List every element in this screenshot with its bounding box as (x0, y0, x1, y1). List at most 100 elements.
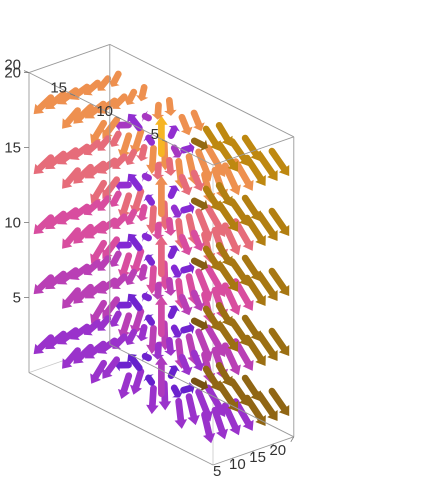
vector-arrow-shaft (100, 157, 119, 173)
vector-arrow (33, 94, 55, 115)
vector-arrow-shaft (141, 292, 152, 302)
vector-arrow-head (180, 126, 193, 136)
vector-arrow-shaft (100, 97, 119, 113)
vector-arrow-shaft (202, 125, 219, 147)
vector-arrow-shaft (132, 248, 145, 271)
vector-arrow-shaft (221, 342, 239, 371)
vector-arrow-shaft (92, 179, 108, 200)
vector-arrow-head (278, 165, 290, 177)
vector-arrow-head (123, 337, 136, 345)
vector-arrow-shaft (60, 327, 80, 343)
vector-arrow-head (200, 139, 208, 151)
vector-arrow (202, 185, 221, 212)
vector-arrow-shaft (120, 372, 133, 395)
vector-arrow-shaft (216, 381, 237, 408)
vector-arrow-head (250, 210, 261, 222)
vector-arrow (127, 173, 143, 192)
vector-arrow-shaft (216, 261, 237, 288)
vector-arrow-head (250, 390, 261, 402)
vector-arrow-shaft (221, 402, 239, 431)
vector-arrow-shaft (165, 157, 174, 174)
vector-arrow-head (108, 259, 120, 267)
vector-arrow (241, 134, 261, 162)
vector-arrow-head (155, 355, 168, 365)
vector-arrow-shaft (48, 150, 67, 168)
vector-arrow (135, 84, 149, 102)
vector-arrow-head (123, 97, 136, 105)
vector-arrow (90, 359, 108, 384)
vector-arrow (164, 217, 177, 236)
vector-arrow-head (142, 230, 148, 242)
vector-arrow-head (174, 419, 188, 429)
vector-arrow-head (221, 195, 233, 207)
vector-arrow-shaft (241, 134, 260, 158)
vector-arrow-head (278, 285, 290, 297)
vector-arrow (255, 151, 278, 181)
vector-arrow (204, 324, 226, 358)
vector-arrow-shaft (85, 259, 101, 275)
vector-arrow (216, 141, 239, 172)
vector-arrow-shaft (255, 151, 276, 177)
vector-arrow-head (62, 118, 73, 129)
vector-arrow-head (33, 163, 45, 175)
vector-arrow (268, 147, 290, 177)
vector-arrow-head (215, 226, 226, 238)
vector-arrow-head (242, 419, 254, 431)
vector-arrow-head (229, 364, 241, 376)
vector-arrow-shaft (170, 264, 182, 278)
vector-arrow-head (242, 239, 254, 251)
vector-arrow-head (201, 230, 213, 242)
vector-arrow-head (142, 290, 148, 302)
vector-arrow (195, 388, 213, 422)
vector-arrow-head (180, 246, 193, 256)
vector-arrow (190, 289, 205, 312)
vector-arrow-head (127, 173, 138, 183)
vector-arrow-head (90, 193, 101, 204)
vector-arrow-head (142, 350, 148, 362)
vector-arrow-head (90, 313, 101, 324)
vector-arrow-head (142, 110, 148, 122)
vector-arrow-shaft (141, 112, 152, 122)
vector-arrow-head (255, 295, 266, 307)
vector-arrow (241, 374, 261, 402)
vector-arrow (178, 353, 193, 376)
vector-arrow-shaft (36, 154, 55, 172)
vector-arrow-shaft (190, 349, 203, 369)
vector-arrow-shaft (185, 393, 198, 420)
vector-arrow-shaft (72, 143, 91, 159)
vector-arrow (151, 221, 165, 240)
vector-arrow-shaft (215, 302, 231, 323)
vector-arrow-shaft (204, 264, 224, 293)
vector-arrow-head (200, 259, 208, 271)
vector-arrow (102, 356, 121, 379)
vector-arrow-head (229, 244, 241, 256)
vector-arrow (215, 242, 233, 267)
vector-arrow-shaft (170, 324, 182, 338)
vector-arrow-shaft (64, 167, 81, 186)
vector-arrow-shaft (126, 148, 138, 164)
vector-arrow-head (143, 194, 154, 202)
vector-arrow-shaft (202, 305, 219, 327)
vector-arrow-head (172, 331, 184, 338)
vector-arrow-shaft (190, 197, 207, 209)
vector-arrow-shaft (97, 315, 112, 330)
vector-arrow-shaft (175, 397, 185, 424)
vector-arrow (190, 349, 205, 372)
vector-arrow-head (127, 233, 138, 243)
vector-arrow-shaft (216, 321, 237, 348)
vector-arrow-shaft (165, 217, 174, 234)
vector-arrow-shaft (190, 289, 203, 309)
vector-arrow-head (215, 406, 226, 418)
vector-arrow-shaft (190, 137, 207, 149)
vector-arrow-head (172, 151, 184, 158)
vector-arrow (216, 201, 239, 232)
vector-arrow (241, 254, 261, 282)
vector-arrow-shaft (138, 84, 148, 100)
vector-arrow-head (108, 139, 120, 147)
vector-arrow-shaft (126, 328, 138, 344)
vector-arrow-head (62, 238, 73, 249)
vector-arrow-head (112, 160, 122, 169)
vector-arrow-head (90, 133, 101, 144)
vector-arrow-shaft (76, 163, 94, 182)
vector-arrow (135, 204, 149, 222)
